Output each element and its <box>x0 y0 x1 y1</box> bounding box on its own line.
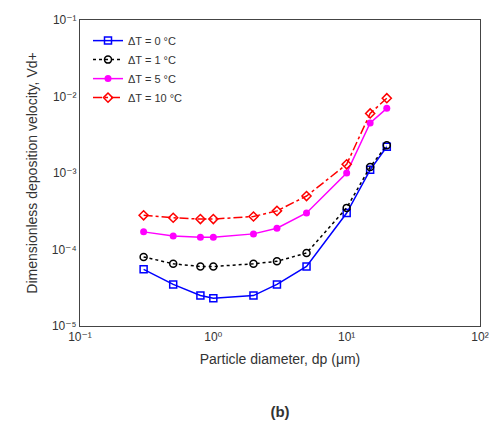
svg-text:10⁻¹: 10⁻¹ <box>53 13 77 27</box>
svg-text:10⁻⁴: 10⁻⁴ <box>52 243 77 257</box>
svg-text:10⁰: 10⁰ <box>204 330 222 344</box>
svg-text:10⁻¹: 10⁻¹ <box>68 330 92 344</box>
svg-text:10¹: 10¹ <box>338 330 355 344</box>
svg-text:ΔT = 5 °C: ΔT = 5 °C <box>128 73 176 85</box>
svg-text:10²: 10² <box>471 330 488 344</box>
svg-text:ΔT = 10 °C: ΔT = 10 °C <box>128 92 182 104</box>
svg-text:Particle diameter, dp (μm): Particle diameter, dp (μm) <box>200 351 361 367</box>
svg-text:(b): (b) <box>270 403 289 420</box>
svg-text:Dimensionless deposition veloc: Dimensionless deposition velocity, Vd+ <box>24 52 40 293</box>
svg-text:ΔT = 1 °C: ΔT = 1 °C <box>128 54 176 66</box>
svg-text:10⁻³: 10⁻³ <box>53 166 77 180</box>
svg-text:10⁻⁵: 10⁻⁵ <box>52 319 77 333</box>
svg-text:10⁻²: 10⁻² <box>53 90 77 104</box>
svg-text:ΔT = 0 °C: ΔT = 0 °C <box>128 35 176 47</box>
